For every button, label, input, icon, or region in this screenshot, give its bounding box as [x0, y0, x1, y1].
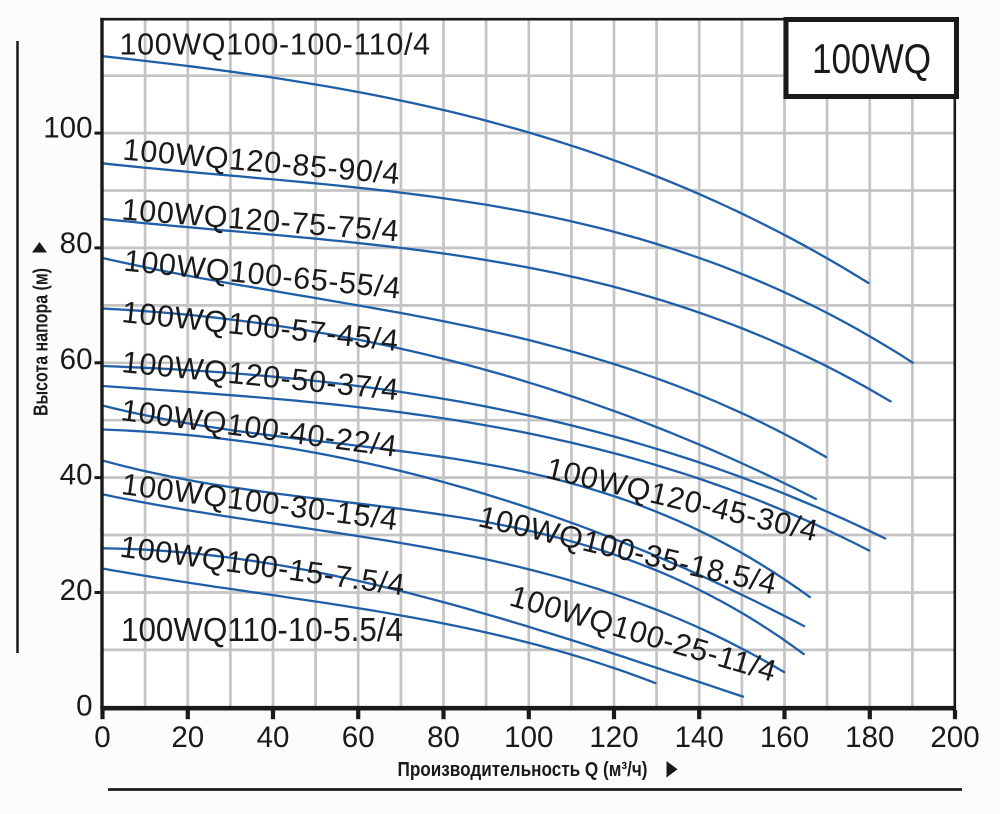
svg-text:200: 200 [930, 721, 979, 754]
svg-text:Высота напора (м): Высота напора (м) [31, 268, 53, 416]
svg-text:100: 100 [43, 112, 92, 145]
svg-text:60: 60 [60, 343, 93, 376]
svg-text:20: 20 [60, 574, 93, 607]
svg-text:100: 100 [504, 721, 553, 754]
svg-text:20: 20 [171, 721, 204, 754]
svg-text:0: 0 [94, 721, 110, 754]
svg-text:140: 140 [675, 721, 724, 754]
svg-text:80: 80 [60, 227, 93, 260]
svg-text:100WQ110-10-5.5/4: 100WQ110-10-5.5/4 [121, 611, 403, 648]
svg-text:120: 120 [589, 721, 638, 754]
svg-text:60: 60 [342, 721, 375, 754]
svg-text:160: 160 [760, 721, 809, 754]
svg-text:Производительность Q (м³/ч): Производительность Q (м³/ч) [398, 759, 648, 781]
svg-text:40: 40 [257, 721, 290, 754]
svg-text:180: 180 [845, 721, 894, 754]
svg-text:100WQ: 100WQ [812, 35, 931, 82]
svg-text:80: 80 [427, 721, 460, 754]
svg-text:40: 40 [60, 458, 93, 491]
svg-text:100WQ100-100-110/4: 100WQ100-100-110/4 [120, 28, 431, 62]
svg-text:0: 0 [76, 690, 92, 723]
